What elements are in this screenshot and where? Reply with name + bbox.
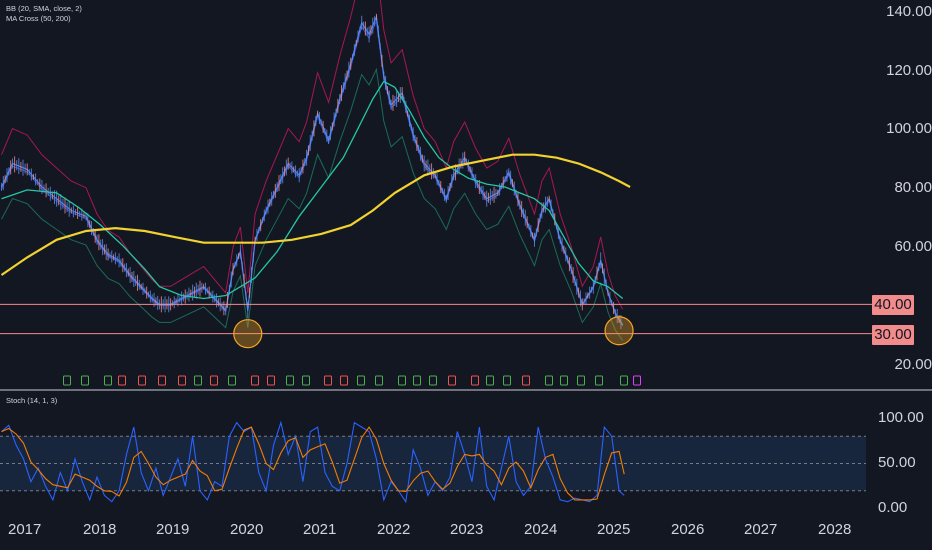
stoch-k-line <box>1 420 625 504</box>
x-axis-year: 2018 <box>83 521 117 538</box>
earnings-marker <box>429 375 437 386</box>
x-axis-year: 2023 <box>450 521 484 538</box>
earnings-marker <box>620 375 628 386</box>
ma-cross-legend: MA Cross (50, 200) <box>6 14 71 23</box>
earnings-marker <box>633 375 641 386</box>
sma-50-line <box>1 80 624 300</box>
stoch-legend: Stoch (14, 1, 3) <box>6 396 58 405</box>
support-price-badge: 40.00 <box>872 295 914 315</box>
earnings-marker <box>545 375 553 386</box>
earnings-marker <box>577 375 585 386</box>
price-line <box>0 14 624 326</box>
price-axis-label: 20.00 <box>894 356 932 373</box>
earnings-marker <box>560 375 568 386</box>
x-axis-year: 2025 <box>597 521 631 538</box>
x-axis-year: 2027 <box>744 521 778 538</box>
highlight-circle <box>233 319 263 349</box>
earnings-marker <box>413 375 421 386</box>
stoch-axis-label: 50.00 <box>878 454 916 471</box>
price-axis-label: 80.00 <box>894 179 932 196</box>
support-price-badge: 30.00 <box>872 325 914 345</box>
price-axis-label: 60.00 <box>894 238 932 255</box>
highlight-circle <box>604 316 634 346</box>
stoch-axis-label: 0.00 <box>878 499 908 516</box>
earnings-marker <box>471 375 479 386</box>
earnings-marker <box>267 375 275 386</box>
x-axis-year: 2019 <box>156 521 190 538</box>
earnings-marker <box>104 375 112 386</box>
price-axis-label: 100.00 <box>886 120 932 137</box>
sma-200-line <box>0 153 631 276</box>
earnings-marker <box>194 375 202 386</box>
stoch-d-line <box>1 426 625 501</box>
earnings-marker <box>138 375 146 386</box>
earnings-marker <box>522 375 530 386</box>
earnings-marker <box>398 375 406 386</box>
earnings-marker <box>210 375 218 386</box>
x-axis-year: 2022 <box>377 521 411 538</box>
earnings-marker <box>357 375 365 386</box>
earnings-marker <box>302 375 310 386</box>
earnings-marker <box>375 375 383 386</box>
price-axis-label: 140.00 <box>886 3 932 20</box>
bb-legend: BB (20, SMA, close, 2) <box>6 4 82 13</box>
bb-lower-line <box>1 67 624 341</box>
earnings-marker <box>251 375 259 386</box>
earnings-marker <box>503 375 511 386</box>
earnings-marker <box>324 375 332 386</box>
earnings-marker <box>118 375 126 386</box>
x-axis-year: 2026 <box>671 521 705 538</box>
earnings-marker <box>178 375 186 386</box>
stoch-axis-label: 100.00 <box>878 409 924 426</box>
x-axis-year: 2028 <box>818 521 852 538</box>
earnings-marker <box>286 375 294 386</box>
earnings-marker <box>448 375 456 386</box>
x-axis-year: 2021 <box>303 521 337 538</box>
earnings-marker <box>63 375 71 386</box>
earnings-marker <box>340 375 348 386</box>
earnings-marker <box>81 375 89 386</box>
x-axis-year: 2017 <box>8 521 42 538</box>
earnings-marker <box>228 375 236 386</box>
x-axis-year: 2024 <box>524 521 558 538</box>
earnings-marker <box>486 375 494 386</box>
x-axis-year: 2020 <box>230 521 264 538</box>
earnings-marker <box>595 375 603 386</box>
price-axis-label: 120.00 <box>886 62 932 79</box>
earnings-marker <box>158 375 166 386</box>
